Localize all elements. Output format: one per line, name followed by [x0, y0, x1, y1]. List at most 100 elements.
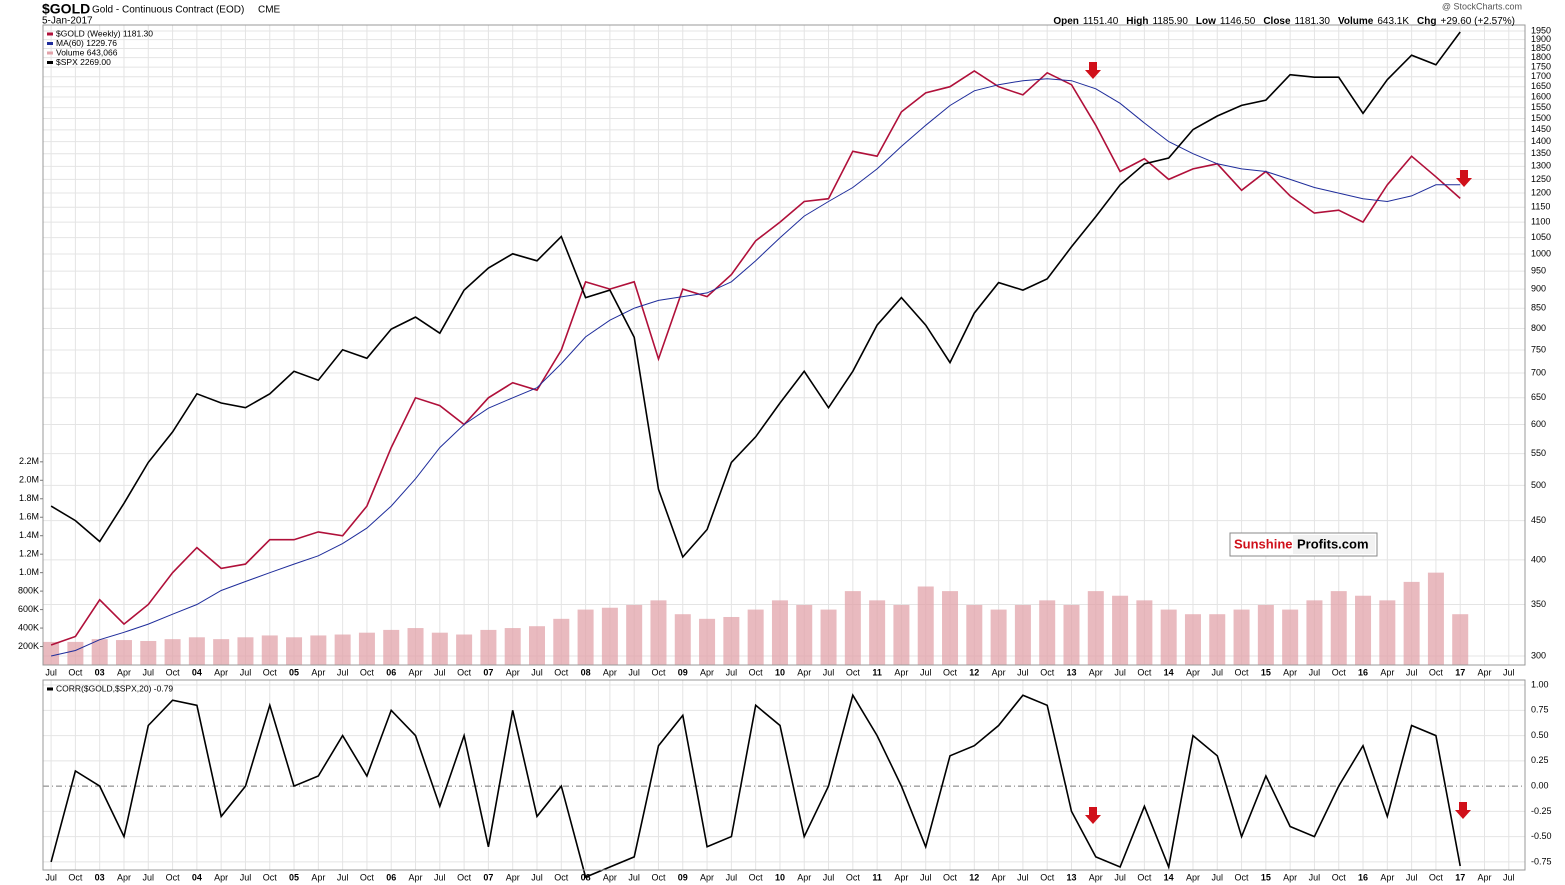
x-tick-label: Apr	[1283, 667, 1297, 677]
y3-tick-label: 2.0M	[19, 475, 39, 485]
volume-bar	[942, 591, 959, 665]
stat-label: Chg	[1417, 16, 1436, 27]
volume-bar	[1184, 614, 1201, 665]
x-tick-label: Apr	[1478, 872, 1492, 882]
x-tick-label: Jul	[823, 872, 835, 882]
volume-bar	[529, 626, 545, 665]
volume-bar	[553, 618, 570, 665]
x-tick-label: Jul	[1406, 667, 1418, 677]
y-tick-label: 0.50	[1531, 730, 1549, 740]
x-tick-label: Oct	[554, 872, 569, 882]
x-tick-label: Apr	[894, 872, 908, 882]
x-tick-label: Jul	[1114, 872, 1126, 882]
x-tick-label: 13	[1066, 872, 1076, 882]
y-tick-label: 550	[1531, 448, 1546, 458]
arrow	[1455, 802, 1471, 819]
arrow	[1085, 62, 1101, 79]
legend-swatch	[47, 687, 53, 691]
x-tick-label: Oct	[846, 872, 861, 882]
series-line	[50, 31, 1461, 559]
volume-bar	[917, 586, 934, 665]
y-tick-label: 900	[1531, 283, 1546, 293]
volume-bar	[1257, 604, 1274, 665]
volume-bar	[310, 635, 327, 665]
y-tick-label: 1600	[1531, 91, 1551, 101]
x-tick-label: 12	[969, 667, 979, 677]
x-tick-label: Oct	[360, 872, 375, 882]
stat-label: Close	[1263, 16, 1291, 27]
volume-bar	[650, 600, 667, 665]
x-tick-label: 14	[1164, 667, 1174, 677]
y-tick-label: 0.00	[1531, 780, 1549, 790]
arrow	[1456, 170, 1472, 187]
x-tick-label: Apr	[603, 667, 617, 677]
x-tick-label: Oct	[943, 667, 958, 677]
x-tick-label: Oct	[1332, 872, 1347, 882]
y-tick-label: 450	[1531, 515, 1546, 525]
volume-bar	[1209, 614, 1226, 665]
x-tick-label: Apr	[117, 667, 131, 677]
legend-swatch	[47, 51, 53, 55]
x-tick-label: 11	[872, 667, 882, 677]
x-tick-label: Apr	[311, 872, 325, 882]
x-tick-label: Oct	[1040, 872, 1055, 882]
volume-bar	[1136, 600, 1153, 665]
y3-tick-label: 800K	[18, 585, 39, 595]
x-tick-label: Apr	[214, 872, 228, 882]
y-tick-label: 1400	[1531, 136, 1551, 146]
volume-bar	[334, 634, 351, 665]
volume-bar	[1282, 609, 1299, 665]
volume-bar	[1112, 595, 1129, 665]
x-tick-label: 08	[581, 667, 591, 677]
y-tick-label: -0.50	[1531, 831, 1552, 841]
volume-bar	[237, 637, 254, 665]
x-tick-label: Oct	[68, 667, 83, 677]
volume-bar	[67, 641, 84, 665]
volume-bar	[286, 637, 303, 665]
y-tick-label: 700	[1531, 367, 1546, 377]
x-tick-label: Oct	[1332, 667, 1347, 677]
y3-tick-label: 2.2M	[19, 456, 39, 466]
y-tick-label: 1050	[1531, 232, 1551, 242]
x-tick-label: Jul	[823, 667, 835, 677]
stat-label: Volume	[1338, 16, 1374, 27]
volume-bar	[188, 637, 205, 665]
volume-bar	[1379, 600, 1396, 665]
x-tick-label: Apr	[603, 872, 617, 882]
x-tick-label: Apr	[700, 872, 714, 882]
x-tick-label: Apr	[409, 667, 423, 677]
x-tick-label: 06	[386, 667, 396, 677]
x-tick-label: 05	[289, 667, 299, 677]
x-tick-label: 12	[969, 872, 979, 882]
x-tick-label: Jul	[920, 667, 932, 677]
y-tick-label: 1350	[1531, 148, 1551, 158]
x-tick-label: Jul	[920, 872, 932, 882]
arrows	[1085, 62, 1472, 824]
x-tick-label: Oct	[360, 667, 375, 677]
x-tick-label: Oct	[1137, 872, 1152, 882]
y-tick-label: 650	[1531, 392, 1546, 402]
arrow	[1085, 807, 1101, 824]
y-tick-label: 950	[1531, 265, 1546, 275]
x-tick-label: Jul	[531, 872, 543, 882]
x-tick-label: Jul	[143, 872, 155, 882]
x-tick-label: Jul	[337, 667, 349, 677]
x-tick-label: Jul	[434, 872, 446, 882]
x-tick-label: Apr	[409, 872, 423, 882]
legend-label: Volume 643,066	[56, 47, 118, 57]
volume-bar	[626, 604, 643, 665]
volume-bar	[164, 639, 181, 665]
y-tick-label: 1100	[1531, 216, 1550, 226]
stat-value: 1146.50	[1220, 16, 1256, 27]
x-tick-label: Jul	[726, 872, 738, 882]
x-tick-label: 10	[775, 872, 785, 882]
x-tick-label: Jul	[1503, 667, 1515, 677]
legend-label: CORR($GOLD,$SPX,20) -0.79	[56, 683, 173, 693]
x-tick-label: 08	[581, 872, 591, 882]
x-tick-label: Jul	[45, 872, 57, 882]
volume-bar	[1355, 595, 1372, 665]
x-tick-label: 15	[1261, 872, 1271, 882]
y-tick-label: 1700	[1531, 71, 1551, 81]
